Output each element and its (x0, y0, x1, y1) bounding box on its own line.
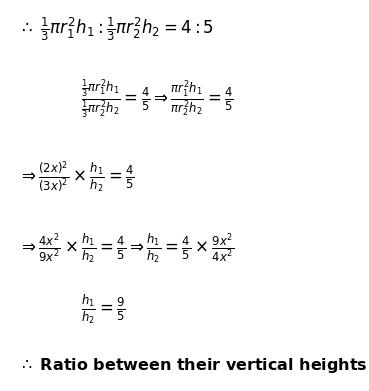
Text: $\therefore$ Ratio between their vertical heights $= 9 : 5$: $\therefore$ Ratio between their vertica… (18, 356, 369, 375)
Text: $\Rightarrow \frac{(2x)^2}{(3x)^2} \times \frac{h_1}{h_2} = \frac{4}{5}$: $\Rightarrow \frac{(2x)^2}{(3x)^2} \time… (18, 160, 135, 196)
Text: $\therefore\ \frac{1}{3}\pi r_1^{2}h_1 : \frac{1}{3}\pi r_2^{2}h_2 = 4:5$: $\therefore\ \frac{1}{3}\pi r_1^{2}h_1 :… (18, 16, 214, 43)
Text: $\Rightarrow \frac{4x^2}{9x^2} \times \frac{h_1}{h_2} = \frac{4}{5} \Rightarrow : $\Rightarrow \frac{4x^2}{9x^2} \times \f… (18, 231, 235, 265)
Text: $\frac{\frac{1}{3}\pi r_1^{2}h_1}{\frac{1}{3}\pi r_2^{2}h_2} = \frac{4}{5} \Righ: $\frac{\frac{1}{3}\pi r_1^{2}h_1}{\frac{… (81, 78, 234, 121)
Text: $\frac{h_1}{h_2} = \frac{9}{5}$: $\frac{h_1}{h_2} = \frac{9}{5}$ (81, 292, 126, 326)
